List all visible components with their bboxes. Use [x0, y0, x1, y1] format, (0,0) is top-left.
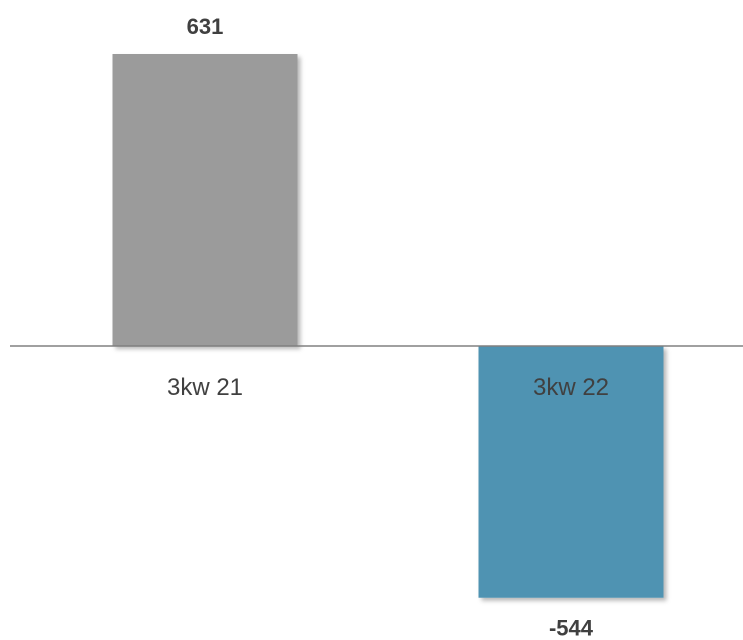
category-label-3kw-22: 3kw 22: [533, 374, 609, 401]
category-label-3kw-21: 3kw 21: [167, 374, 243, 401]
bar-3kw-21: [113, 54, 298, 346]
value-label-3kw-21: 631: [187, 14, 224, 39]
value-label-3kw-22: -544: [549, 616, 594, 640]
bars-group: [113, 54, 664, 598]
